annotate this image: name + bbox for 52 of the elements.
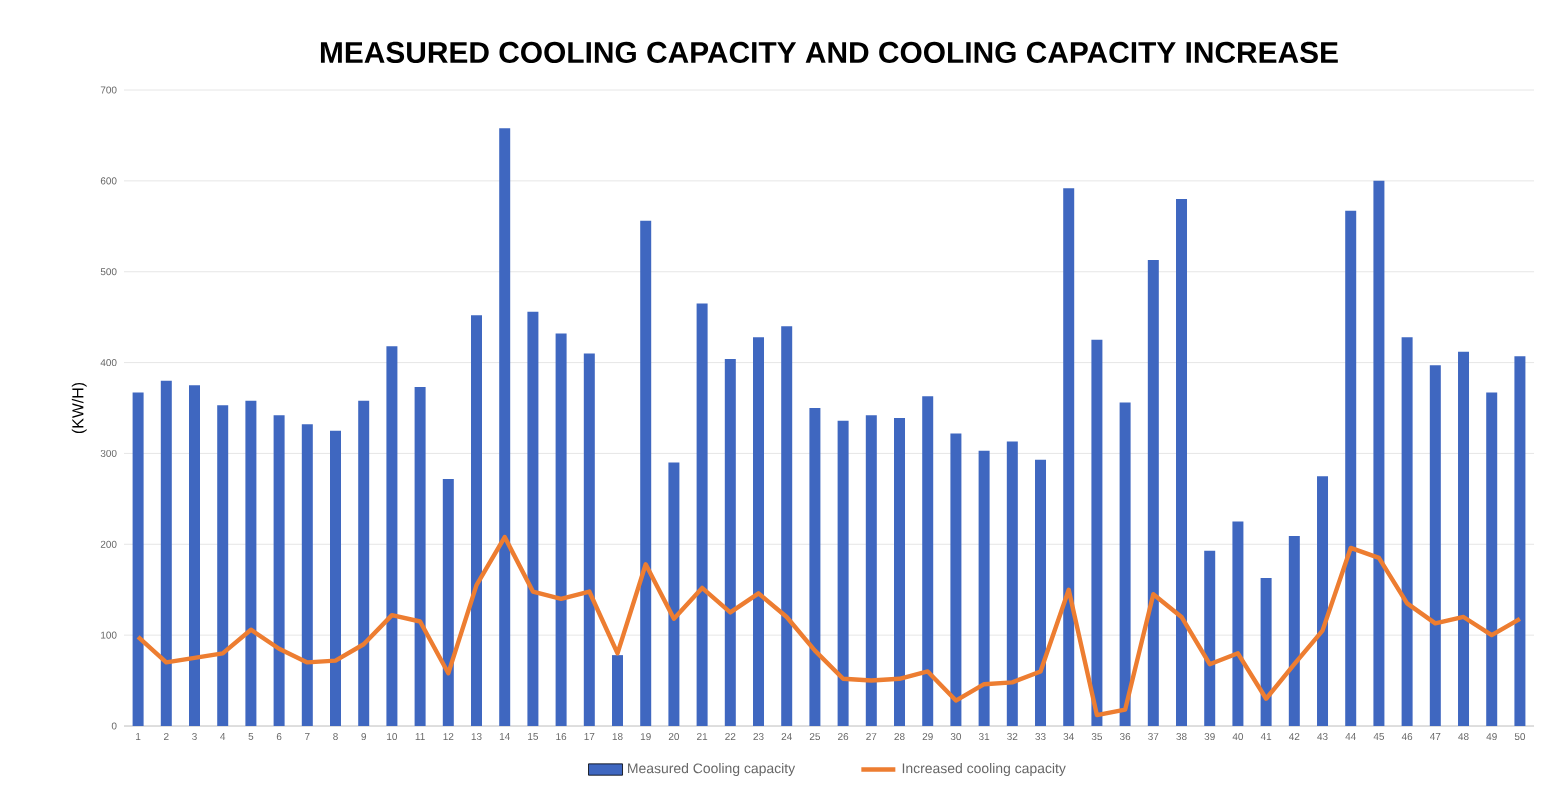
bar xyxy=(1119,402,1131,726)
bar xyxy=(301,424,313,726)
bar xyxy=(555,333,567,726)
line-series xyxy=(135,534,1523,718)
bar xyxy=(1429,365,1441,726)
bar xyxy=(894,418,906,726)
bar xyxy=(442,478,454,726)
bar xyxy=(132,392,144,726)
bar xyxy=(1514,356,1526,726)
chart-title: MEASURED COOLING CAPACITY AND COOLING CAPACITY INCREASE xyxy=(320,41,1338,63)
bar xyxy=(1486,392,1498,726)
bar xyxy=(273,415,285,726)
bar xyxy=(527,311,539,726)
bar xyxy=(160,380,172,726)
bar xyxy=(1260,577,1272,726)
bar xyxy=(1176,199,1188,726)
bar xyxy=(865,415,877,726)
bar xyxy=(809,408,821,726)
bar xyxy=(499,128,511,726)
bar xyxy=(1006,441,1018,726)
bar xyxy=(1232,521,1244,726)
bar xyxy=(724,358,736,726)
bar xyxy=(386,346,398,726)
bar xyxy=(978,450,990,726)
bar xyxy=(1458,351,1470,726)
bar xyxy=(189,385,200,726)
bar xyxy=(1035,459,1047,726)
bar xyxy=(358,400,370,726)
bar xyxy=(471,315,482,726)
bar xyxy=(612,655,624,726)
bar xyxy=(1373,180,1385,726)
bar xyxy=(414,387,426,726)
bar xyxy=(922,396,934,726)
bar xyxy=(696,303,708,726)
bar xyxy=(1091,339,1103,726)
bar xyxy=(1317,476,1329,726)
bar xyxy=(1063,188,1075,726)
bar xyxy=(245,400,257,726)
bar xyxy=(1401,337,1413,726)
bar xyxy=(217,405,229,726)
bar xyxy=(837,420,849,726)
bar xyxy=(640,220,652,726)
bar xyxy=(950,433,962,726)
bar xyxy=(1345,210,1357,726)
bar xyxy=(668,462,680,726)
bar xyxy=(781,326,793,726)
bar xyxy=(1288,536,1300,726)
bar xyxy=(1204,550,1216,726)
bar xyxy=(330,430,341,726)
bar xyxy=(1147,259,1159,726)
bar xyxy=(583,353,595,726)
bar xyxy=(753,337,765,726)
